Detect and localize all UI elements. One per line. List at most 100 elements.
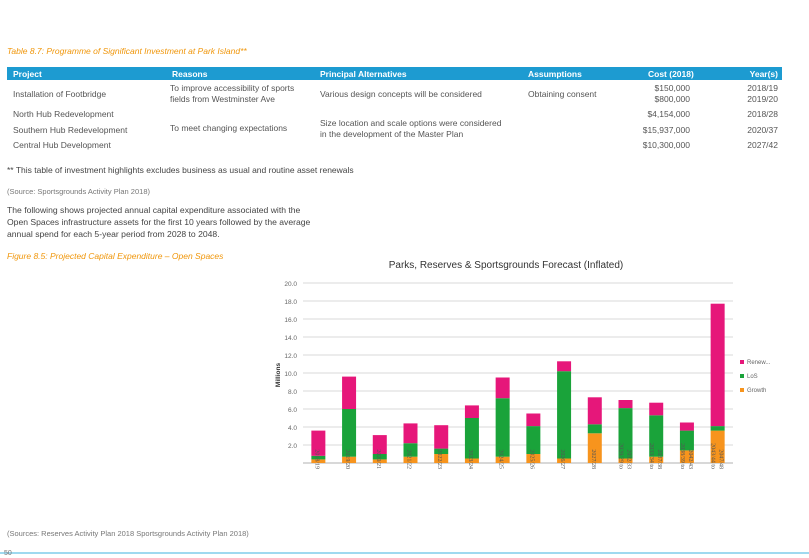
bar-segment-growth [587, 433, 602, 463]
y-tick-label: 8.0 [288, 389, 297, 396]
cell-reason: To improve accessibility of sports [170, 83, 295, 93]
x-tick-label: 2042/43 [687, 449, 693, 469]
header-project: Project [13, 69, 42, 79]
x-tick-label: 2037/38 [656, 449, 662, 469]
bar-segment-los [342, 409, 357, 457]
cell-alternatives: in the development of the Master Plan [320, 129, 464, 139]
legend-label: Renew... [747, 360, 771, 366]
legend-swatch [740, 374, 744, 378]
paragraph-line: annual spend for each 5-year period from… [7, 229, 220, 239]
cell-cost: $15,937,000 [642, 125, 690, 135]
chart-title: Parks, Reserves & Sportsgrounds Forecast… [389, 260, 624, 271]
bar-segment-growth [311, 459, 326, 463]
table-caption: Table 8.7: Programme of Significant Inve… [7, 46, 247, 56]
cell-cost: $800,000 [654, 94, 690, 104]
legend-swatch [740, 360, 744, 364]
bar-segment-renewals [679, 422, 694, 431]
bar-segment-renewals [372, 435, 387, 454]
bar-segment-los [372, 454, 387, 460]
investment-table: Project Reasons Principal Alternatives A… [7, 67, 782, 151]
x-tick-label: 2028/29 to [618, 443, 624, 469]
cell-cost: $10,300,000 [642, 140, 690, 150]
x-tick-label: 2020/21 [375, 449, 381, 469]
cell-project: North Hub Redevelopment [13, 109, 114, 119]
bar-segment-renewals [403, 423, 418, 444]
bar-segment-los [403, 443, 418, 457]
bar-segment-renewals [342, 376, 357, 409]
bar-segment-los [649, 415, 664, 457]
bar-segment-renewals [495, 377, 510, 399]
y-tick-label: 18.0 [284, 299, 297, 306]
table-row: North Hub Redevelopment $4,154,000 2018/… [7, 108, 782, 120]
bar-segment-renewals [710, 303, 725, 427]
legend-label: LoS [747, 374, 758, 380]
x-tick-label: 2043/44 to [710, 443, 716, 469]
cell-year: 2027/42 [747, 140, 778, 150]
table-source: (Source: Sportsgrounds Activity Plan 201… [7, 187, 150, 196]
page-number: 50 [4, 550, 12, 557]
cell-year: 2018/19 [747, 83, 778, 93]
bar-segment-los [434, 448, 449, 454]
y-tick-label: 14.0 [284, 335, 297, 342]
cell-project: Southern Hub Redevelopment [13, 125, 128, 135]
bar-segment-growth [679, 450, 694, 463]
bar-segment-renewals [649, 402, 664, 416]
cell-reason: To meet changing expectations [170, 123, 288, 133]
y-tick-label: 16.0 [284, 317, 297, 324]
y-axis-label: Millions [275, 363, 282, 388]
x-tick-label: 2027/28 [590, 449, 596, 469]
x-tick-label: 2022/23 [436, 449, 442, 469]
bar-segment-growth [710, 430, 725, 463]
cell-reason: fields from Westminster Ave [170, 94, 276, 104]
cell-year: 2019/20 [747, 94, 778, 104]
header-reasons: Reasons [172, 69, 208, 79]
y-tick-label: 10.0 [284, 371, 297, 378]
bar-segment-growth [464, 458, 479, 463]
bar-segment-los [311, 455, 326, 460]
cell-year: 2020/37 [747, 125, 778, 135]
bar-segment-growth [557, 458, 572, 463]
x-tick-label: 2033/34 to [648, 443, 654, 469]
cell-alternatives: Various design concepts will be consider… [320, 89, 482, 99]
footer-rule [0, 552, 809, 554]
bar-segment-growth [618, 458, 633, 463]
figure-caption: Figure 8.5: Projected Capital Expenditur… [7, 251, 224, 261]
x-tick-label: 2047/48 [718, 449, 724, 469]
cell-cost: $150,000 [654, 83, 690, 93]
table-row: Southern Hub Redevelopment To meet chang… [7, 118, 782, 139]
bar-segment-growth [372, 459, 387, 463]
header-alternatives: Principal Alternatives [320, 69, 407, 79]
bar-segment-los [526, 426, 541, 454]
bar-segment-los [618, 408, 633, 459]
legend-label: Growth [747, 388, 766, 394]
x-tick-label: 2021/22 [406, 449, 412, 469]
bar-segment-los [464, 418, 479, 459]
cell-year: 2018/28 [747, 109, 778, 119]
bar-segment-renewals [464, 405, 479, 418]
x-tick-label: 2038/39 to [679, 443, 685, 469]
x-tick-label: 2025/26 [528, 449, 534, 469]
y-tick-label: 4.0 [288, 425, 297, 432]
bar-segment-renewals [618, 400, 633, 409]
x-tick-label: 2026/27 [559, 449, 565, 469]
bar-segment-growth [403, 456, 418, 463]
paragraph-line: The following shows projected annual cap… [7, 205, 301, 215]
header-assumptions: Assumptions [528, 69, 582, 79]
bar-segment-growth [495, 456, 510, 463]
body-paragraph: The following shows projected annual cap… [7, 204, 367, 240]
y-tick-label: 2.0 [288, 443, 297, 450]
bar-segment-renewals [557, 361, 572, 372]
table-header: Project Reasons Principal Alternatives A… [7, 67, 782, 80]
table-row: Installation of Footbridge To improve ac… [7, 80, 782, 108]
y-tick-label: 6.0 [288, 407, 297, 414]
bar-segment-renewals [587, 397, 602, 425]
x-tick-label: 2019/20 [344, 449, 350, 469]
bar-segment-los [679, 430, 694, 451]
paragraph-line: Open Spaces infrastructure assets for th… [7, 217, 311, 227]
bar-segment-growth [434, 454, 449, 463]
bar-segment-los [495, 398, 510, 457]
x-tick-label: 2024/25 [498, 449, 504, 469]
bar-segment-los [710, 426, 725, 431]
bar-segment-los [587, 424, 602, 434]
